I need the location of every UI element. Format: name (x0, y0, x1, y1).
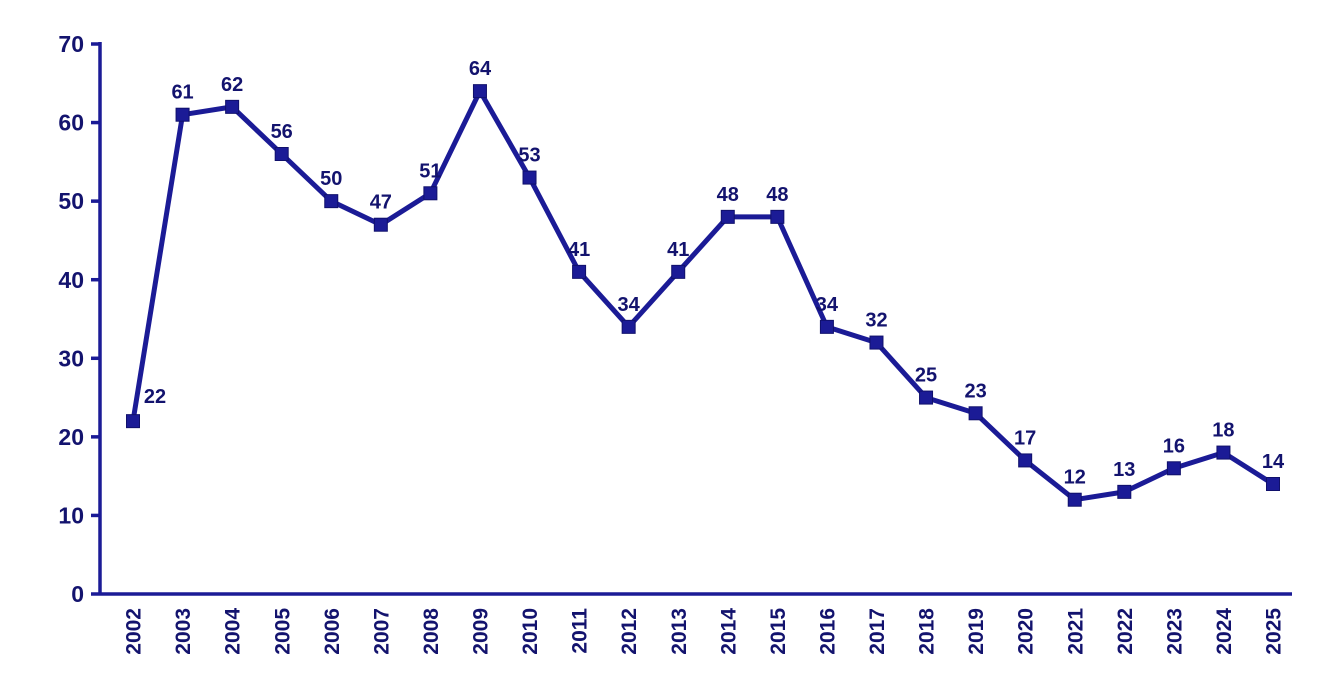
x-tick-label: 2012 (618, 608, 641, 655)
x-tick-label: 2002 (123, 608, 146, 655)
data-point-label: 64 (469, 58, 492, 80)
data-point-marker (720, 209, 735, 224)
y-tick-label: 20 (58, 424, 84, 450)
x-tick-label: 2025 (1263, 608, 1286, 655)
data-point-marker (225, 99, 240, 114)
data-point-label: 47 (370, 192, 392, 214)
x-tick-label: 2013 (668, 608, 691, 655)
data-point-marker (126, 414, 140, 429)
data-point-label: 34 (816, 294, 839, 316)
data-point-label: 17 (1014, 427, 1036, 449)
y-tick-label: 10 (58, 502, 84, 528)
y-tick-label: 30 (58, 345, 84, 371)
data-point-label: 22 (144, 386, 166, 408)
x-tick-label: 2015 (767, 608, 790, 655)
data-point-label: 53 (518, 145, 540, 167)
x-tick-label: 2007 (370, 608, 393, 655)
y-tick-label: 50 (58, 188, 84, 214)
data-point-label: 50 (320, 168, 342, 190)
x-tick-label: 2004 (222, 608, 245, 655)
data-point-label: 23 (964, 380, 986, 402)
x-tick-label: 2018 (916, 608, 939, 655)
x-tick-label: 2019 (965, 608, 988, 655)
data-point-label: 13 (1113, 459, 1135, 481)
data-point-marker (274, 147, 289, 161)
x-tick-label: 2014 (717, 608, 740, 655)
data-point-marker (472, 84, 487, 99)
data-point-label: 16 (1163, 435, 1185, 457)
data-point-marker (572, 264, 587, 279)
data-point-label: 41 (667, 239, 689, 261)
data-point-label: 48 (717, 184, 739, 206)
data-point-label: 34 (618, 294, 641, 316)
data-point-marker (1216, 445, 1231, 460)
data-point-marker (1067, 492, 1082, 507)
data-point-marker (175, 107, 190, 122)
y-tick-label: 70 (58, 31, 84, 57)
data-point-marker (1018, 453, 1033, 468)
data-point-marker (423, 186, 438, 201)
data-point-label: 32 (865, 310, 887, 332)
series-line (130, 88, 1276, 503)
x-tick-label: 2022 (1114, 608, 1137, 655)
data-point-label: 51 (419, 160, 441, 182)
x-tick-label: 2016 (816, 608, 839, 655)
data-point-label: 62 (221, 74, 243, 96)
data-point-marker (621, 319, 636, 334)
x-tick-label: 2020 (1015, 608, 1038, 655)
data-point-label: 48 (766, 184, 788, 206)
data-point-marker (819, 319, 834, 334)
data-point-marker (919, 390, 934, 405)
data-point-marker (1166, 461, 1181, 476)
data-point-label: 56 (271, 121, 293, 143)
data-point-label: 12 (1064, 467, 1086, 489)
data-point-marker (373, 217, 388, 232)
data-point-marker (324, 194, 339, 209)
data-point-marker (522, 170, 537, 185)
x-tick-label: 2010 (519, 608, 542, 655)
x-tick-label: 2011 (569, 608, 592, 654)
y-tick-label: 40 (58, 267, 84, 293)
data-point-label: 25 (915, 365, 937, 387)
data-point-marker (1117, 484, 1132, 499)
x-tick-label: 2023 (1163, 608, 1186, 655)
x-tick-label: 2003 (172, 608, 195, 655)
data-point-marker (770, 209, 785, 224)
data-point-marker (869, 335, 884, 350)
x-tick-label: 2024 (1213, 608, 1236, 655)
data-point-marker (671, 264, 686, 279)
x-tick-label: 2009 (470, 608, 493, 655)
data-point-label: 18 (1212, 420, 1234, 442)
data-point-marker (968, 406, 983, 421)
data-point-label: 14 (1262, 451, 1285, 473)
x-tick-label: 2006 (321, 608, 344, 655)
data-point-marker (1266, 477, 1280, 491)
x-tick-label: 2017 (866, 608, 889, 655)
y-tick-label: 0 (71, 581, 84, 607)
x-tick-label: 2005 (271, 608, 294, 655)
x-tick-label: 2021 (1064, 608, 1087, 655)
data-point-label: 41 (568, 239, 590, 261)
x-tick-label: 2008 (420, 608, 443, 655)
y-tick-label: 60 (58, 110, 84, 136)
data-point-label: 61 (171, 82, 193, 104)
